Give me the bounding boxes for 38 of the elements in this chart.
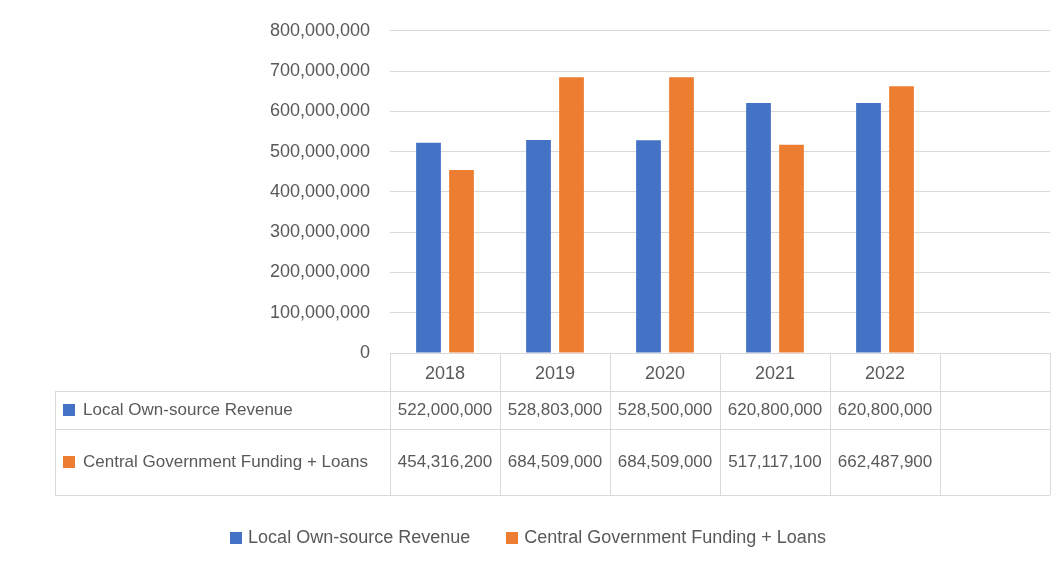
y-tick-label: 400,000,000: [269, 180, 370, 201]
x-tick-label: 2018: [424, 362, 466, 383]
data-label: 620,800,000: [727, 399, 823, 419]
y-tick-label: 700,000,000: [269, 60, 370, 81]
data-label: 522,000,000: [397, 399, 493, 419]
x-tick-label: 2020: [644, 362, 686, 383]
x-tick-label: 2019: [534, 362, 576, 383]
data-label: 454,316,200: [397, 451, 493, 471]
legend-label: Local Own-source Revenue: [83, 399, 293, 419]
y-tick-label: 300,000,000: [269, 221, 370, 242]
x-tick-label: 2021: [754, 362, 796, 383]
data-label: 620,800,000: [837, 399, 933, 419]
y-tick-label: 800,000,000: [269, 19, 370, 40]
bar: [449, 170, 474, 353]
bar: [416, 142, 441, 353]
data-label: 684,509,000: [507, 451, 603, 471]
y-tick-label: 200,000,000: [269, 261, 370, 282]
data-label: 528,500,000: [617, 399, 713, 419]
text: Local Own-source Revenue: [248, 527, 471, 547]
bar: [779, 144, 804, 353]
bar: [856, 102, 881, 353]
bar: [746, 102, 771, 353]
y-tick-label: 600,000,000: [269, 100, 370, 121]
bar: [889, 86, 914, 353]
y-tick-label: 500,000,000: [269, 140, 370, 161]
y-tick-label: 100,000,000: [269, 301, 370, 322]
legend-label: Central Government Funding + Loans: [83, 451, 368, 471]
x-tick-label: 2022: [864, 362, 906, 383]
bar: [669, 77, 694, 353]
data-label: 528,803,000: [507, 399, 603, 419]
y-tick-label: 0: [359, 341, 370, 362]
data-label: 662,487,900: [837, 451, 933, 471]
bar: [559, 77, 584, 353]
bar: [526, 140, 551, 353]
bar: [636, 140, 661, 353]
text: Central Government Funding + Loans: [524, 527, 826, 547]
data-label: 517,117,100: [728, 451, 822, 471]
data-label: 684,509,000: [617, 451, 713, 471]
